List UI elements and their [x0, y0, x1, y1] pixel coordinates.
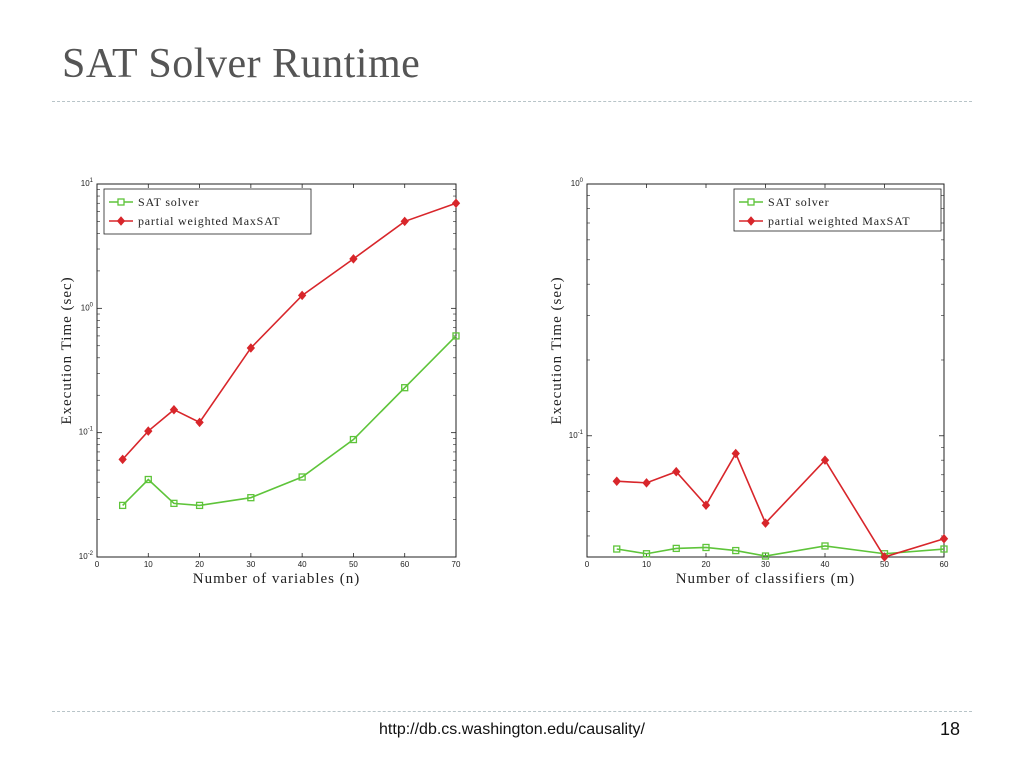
data-point-maxsat: [731, 448, 740, 459]
top-divider: [52, 101, 972, 102]
x-tick-label: 60: [940, 560, 949, 569]
legend-marker-diamond: [116, 216, 126, 226]
x-tick-label: 40: [821, 560, 830, 569]
plot-frame: [96, 183, 457, 558]
data-point-sat-solver: [401, 384, 409, 392]
data-point-maxsat: [672, 466, 681, 477]
x-tick-label: 20: [702, 560, 711, 569]
data-point-maxsat: [246, 343, 256, 353]
data-point-maxsat: [880, 552, 889, 562]
series-line-sat-solver: [616, 545, 945, 557]
x-tick-label: 70: [452, 560, 461, 569]
y-tick-label: 100: [571, 178, 584, 188]
x-tick-label: 0: [95, 560, 100, 569]
data-point-maxsat: [820, 455, 830, 465]
data-point-maxsat: [349, 254, 358, 264]
data-point-sat-solver: [144, 475, 152, 484]
data-point-sat-solver: [821, 542, 829, 550]
y-tick-label: 10-1: [79, 427, 94, 437]
legend-label: partial weighted MaxSAT: [138, 214, 280, 228]
data-point-sat-solver: [732, 546, 740, 555]
data-point-maxsat: [297, 290, 307, 301]
data-point-maxsat: [761, 518, 770, 528]
data-point-maxsat: [400, 216, 409, 227]
x-tick-label: 30: [761, 560, 770, 569]
y-axis-label: Execution Time (sec): [549, 276, 565, 424]
series-line-maxsat: [616, 451, 945, 558]
legend-box: [103, 188, 312, 235]
series-line-sat-solver: [122, 335, 457, 507]
legend-label: SAT solver: [138, 195, 199, 209]
y-tick-label: 10-1: [569, 430, 584, 440]
data-point-sat-solver: [642, 550, 651, 558]
x-tick-label: 50: [349, 560, 358, 569]
data-point-sat-solver: [170, 499, 178, 508]
data-point-maxsat: [118, 454, 127, 465]
data-point-maxsat: [451, 198, 461, 209]
data-point-sat-solver: [195, 501, 204, 510]
footer-url[interactable]: http://db.cs.washington.edu/causality/: [379, 721, 645, 738]
data-point-sat-solver: [761, 552, 770, 560]
y-axis-label: Execution Time (sec): [59, 276, 75, 424]
data-point-maxsat: [144, 426, 153, 436]
x-tick-label: 30: [246, 560, 255, 569]
legend-marker-diamond: [746, 216, 756, 226]
data-point-sat-solver: [940, 545, 948, 553]
slide-title: SAT Solver Runtime: [62, 41, 421, 87]
data-point-maxsat: [195, 417, 204, 428]
data-point-sat-solver: [349, 435, 358, 444]
legend-label: partial weighted MaxSAT: [768, 214, 910, 228]
data-point-maxsat: [642, 478, 651, 488]
data-point-sat-solver: [118, 501, 127, 510]
y-tick-label: 100: [81, 302, 94, 312]
x-tick-label: 10: [144, 560, 153, 569]
legend-box: [733, 188, 942, 232]
data-point-sat-solver: [613, 545, 621, 553]
y-tick-label: 101: [81, 178, 94, 188]
data-point-sat-solver: [702, 543, 710, 552]
x-tick-label: 40: [298, 560, 307, 569]
y-tick-label: 10-2: [79, 551, 94, 561]
x-axis-label: Number of classifiers (m): [676, 571, 856, 587]
data-point-sat-solver: [452, 332, 460, 340]
x-tick-label: 20: [195, 560, 204, 569]
x-tick-label: 50: [880, 560, 889, 569]
legend-marker-square: [117, 198, 125, 206]
page-number: 18: [939, 719, 960, 739]
data-point-sat-solver: [672, 544, 680, 553]
legend-marker-square: [747, 198, 755, 206]
data-point-maxsat: [169, 404, 179, 415]
legend-label: SAT solver: [768, 195, 829, 209]
data-point-maxsat: [939, 533, 949, 544]
data-point-sat-solver: [298, 473, 306, 481]
x-tick-label: 60: [400, 560, 409, 569]
data-point-maxsat: [612, 476, 621, 486]
x-tick-label: 10: [642, 560, 651, 569]
plot-frame: [586, 183, 945, 558]
x-axis-label: Number of variables (n): [193, 571, 361, 587]
x-tick-label: 0: [585, 560, 590, 569]
bottom-divider: [52, 711, 972, 712]
data-point-sat-solver: [247, 494, 255, 502]
data-point-maxsat: [701, 500, 711, 510]
